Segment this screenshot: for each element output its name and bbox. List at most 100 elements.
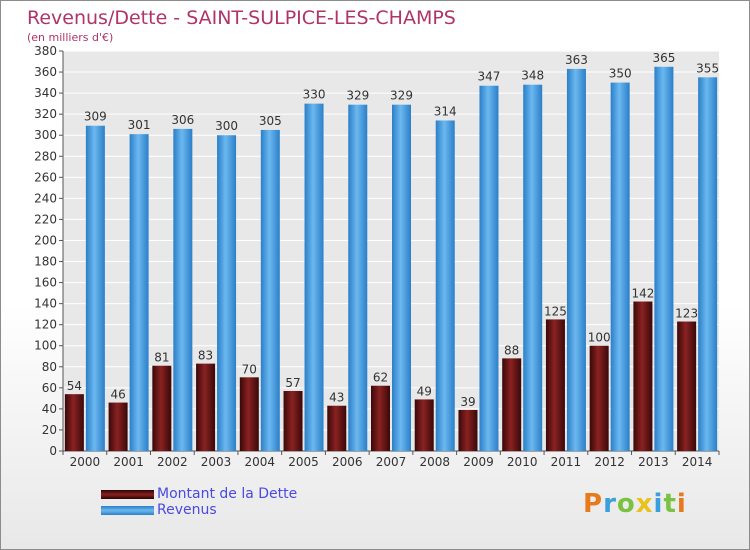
bar-dette xyxy=(239,377,259,451)
data-label-dette: 46 xyxy=(110,388,125,402)
proxiti-logo: Proxiti xyxy=(583,489,687,519)
y-tick-label: 320 xyxy=(34,107,57,121)
x-tick-label: 2011 xyxy=(551,455,582,469)
data-label-revenus: 329 xyxy=(390,89,413,103)
legend-label-revenus: Revenus xyxy=(157,502,217,518)
data-label-revenus: 350 xyxy=(609,67,632,81)
bar-revenus xyxy=(566,68,586,451)
bar-dette xyxy=(152,365,172,451)
bar-revenus xyxy=(435,120,455,451)
data-label-dette: 39 xyxy=(460,395,475,409)
data-label-revenus: 330 xyxy=(303,88,326,102)
data-label-dette: 49 xyxy=(417,384,432,398)
data-label-dette: 70 xyxy=(242,362,257,376)
bar-dette xyxy=(108,402,128,451)
x-tick-label: 2006 xyxy=(332,455,363,469)
data-label-revenus: 365 xyxy=(652,51,675,65)
bar-revenus xyxy=(260,129,280,451)
y-tick-label: 20 xyxy=(42,423,57,437)
bar-dette xyxy=(283,391,303,451)
bar-revenus xyxy=(698,77,718,451)
data-label-revenus: 314 xyxy=(434,104,457,118)
y-tick-label: 200 xyxy=(34,233,57,247)
bar-dette xyxy=(545,319,565,451)
bar-dette xyxy=(589,345,609,451)
bar-dette xyxy=(64,394,84,451)
data-label-revenus: 348 xyxy=(521,69,544,83)
legend-swatch-dette xyxy=(101,490,154,499)
bar-dette xyxy=(458,409,478,451)
x-tick-label: 2004 xyxy=(245,455,276,469)
data-label-dette: 125 xyxy=(544,304,567,318)
y-tick-label: 280 xyxy=(34,149,57,163)
x-tick-label: 2012 xyxy=(594,455,625,469)
y-tick-label: 380 xyxy=(34,44,57,58)
data-label-revenus: 306 xyxy=(171,113,194,127)
legend-label-dette: Montant de la Dette xyxy=(157,486,298,502)
data-label-dette: 81 xyxy=(154,351,169,365)
y-tick-label: 160 xyxy=(34,276,57,290)
y-tick-label: 140 xyxy=(34,297,57,311)
y-tick-label: 360 xyxy=(34,65,57,79)
x-tick-label: 2014 xyxy=(682,455,713,469)
bar-dette xyxy=(371,385,390,451)
y-tick-label: 300 xyxy=(34,128,57,142)
data-label-revenus: 363 xyxy=(565,53,588,67)
bar-dette xyxy=(414,399,434,451)
x-tick-label: 2007 xyxy=(376,455,407,469)
bar-revenus xyxy=(479,85,499,451)
y-tick-label: 340 xyxy=(34,86,57,100)
x-tick-label: 2005 xyxy=(288,455,319,469)
y-tick-label: 180 xyxy=(34,255,57,269)
logo-letter: r xyxy=(603,489,617,519)
bar-dette xyxy=(677,321,697,451)
x-tick-label: 2010 xyxy=(507,455,538,469)
logo-letter: i xyxy=(676,489,687,519)
bar-dette xyxy=(502,358,522,451)
data-label-dette: 54 xyxy=(67,379,82,393)
bar-revenus xyxy=(217,135,237,452)
logo-letter: o xyxy=(616,489,636,519)
data-label-dette: 83 xyxy=(198,349,213,363)
bar-dette xyxy=(327,405,347,451)
bar-revenus xyxy=(610,82,630,451)
y-tick-label: 60 xyxy=(42,381,57,395)
chart-title: Revenus/Dette - SAINT-SULPICE-LES-CHAMPS xyxy=(27,7,456,29)
x-tick-label: 2003 xyxy=(201,455,232,469)
data-label-revenus: 355 xyxy=(696,61,719,75)
x-tick-label: 2013 xyxy=(638,455,669,469)
data-label-revenus: 309 xyxy=(84,110,107,124)
y-tick-label: 0 xyxy=(49,444,57,458)
legend-swatch-revenus xyxy=(101,506,154,515)
x-tick-label: 2008 xyxy=(419,455,450,469)
logo-letter: i xyxy=(653,489,664,519)
data-label-revenus: 301 xyxy=(128,118,151,132)
data-label-revenus: 329 xyxy=(346,89,369,103)
x-tick-label: 2002 xyxy=(157,455,188,469)
data-label-revenus: 300 xyxy=(215,119,238,133)
chart-subtitle: (en milliers d'€) xyxy=(27,31,114,44)
bar-revenus xyxy=(392,104,411,452)
y-tick-label: 100 xyxy=(34,339,57,353)
logo-letter: x xyxy=(635,489,654,519)
data-label-revenus: 347 xyxy=(478,70,501,84)
y-tick-label: 260 xyxy=(34,170,57,184)
y-tick-label: 40 xyxy=(42,402,57,416)
logo-letter: P xyxy=(583,489,604,519)
bar-revenus xyxy=(173,128,193,451)
bar-revenus xyxy=(348,104,368,452)
data-label-dette: 57 xyxy=(285,376,300,390)
x-tick-label: 2001 xyxy=(113,455,144,469)
bar-dette xyxy=(196,363,216,451)
bar-revenus xyxy=(304,103,324,451)
data-label-dette: 142 xyxy=(631,287,654,301)
data-label-revenus: 305 xyxy=(259,114,282,128)
bar-revenus xyxy=(523,84,543,452)
y-tick-label: 120 xyxy=(34,318,57,332)
data-label-dette: 100 xyxy=(588,331,611,345)
data-label-dette: 62 xyxy=(373,371,388,385)
y-tick-label: 220 xyxy=(34,212,57,226)
x-tick-label: 2009 xyxy=(463,455,494,469)
